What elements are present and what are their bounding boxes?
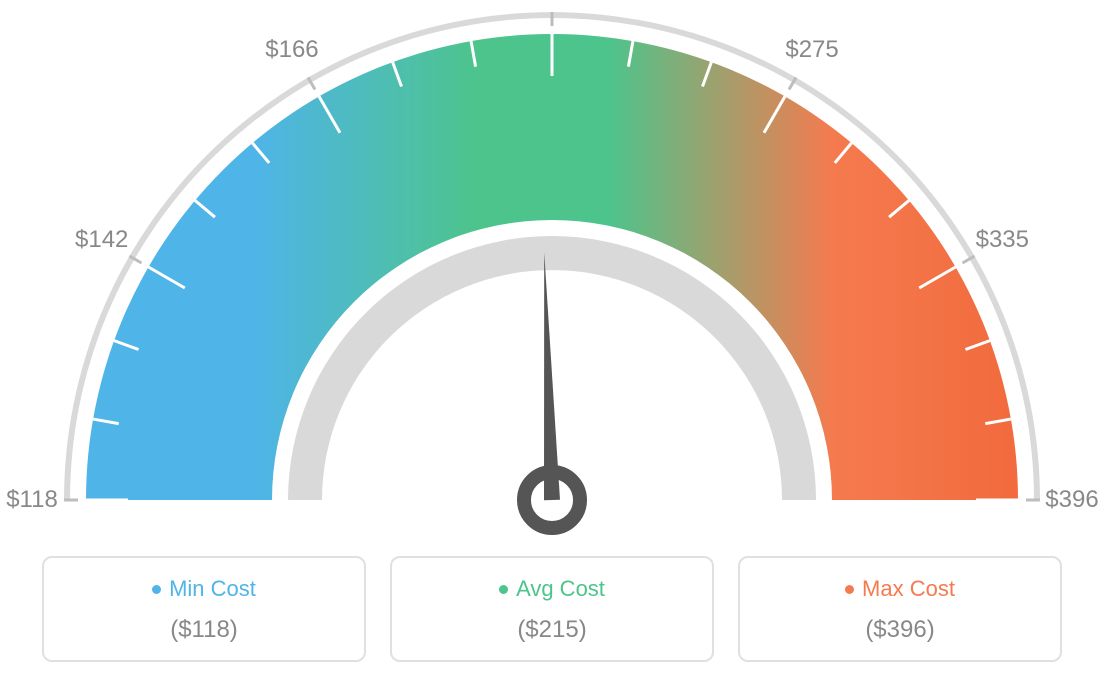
max-cost-label: Max Cost bbox=[862, 576, 955, 602]
cost-summary-cards: Min Cost ($118) Avg Cost ($215) Max Cost… bbox=[42, 556, 1062, 662]
max-cost-value: ($396) bbox=[750, 616, 1050, 644]
avg-cost-card: Avg Cost ($215) bbox=[390, 556, 714, 662]
gauge-scale-label: $142 bbox=[75, 226, 128, 254]
avg-cost-value: ($215) bbox=[402, 616, 702, 644]
avg-cost-dot-icon bbox=[499, 585, 508, 594]
min-cost-card: Min Cost ($118) bbox=[42, 556, 366, 662]
min-cost-title: Min Cost bbox=[152, 576, 256, 602]
gauge-scale-label: $335 bbox=[976, 226, 1029, 254]
max-cost-dot-icon bbox=[845, 585, 854, 594]
min-cost-label: Min Cost bbox=[169, 576, 256, 602]
min-cost-dot-icon bbox=[152, 585, 161, 594]
gauge-svg bbox=[0, 0, 1104, 560]
gauge-scale-label: $275 bbox=[785, 36, 838, 64]
gauge-scale-label: $166 bbox=[265, 36, 318, 64]
cost-gauge: $118$142$166$215$275$335$396 bbox=[0, 0, 1104, 560]
max-cost-title: Max Cost bbox=[845, 576, 955, 602]
avg-cost-label: Avg Cost bbox=[516, 576, 605, 602]
gauge-scale-label: $396 bbox=[1045, 486, 1098, 514]
max-cost-card: Max Cost ($396) bbox=[738, 556, 1062, 662]
gauge-scale-label: $118 bbox=[6, 486, 58, 514]
avg-cost-title: Avg Cost bbox=[499, 576, 605, 602]
min-cost-value: ($118) bbox=[54, 616, 354, 644]
